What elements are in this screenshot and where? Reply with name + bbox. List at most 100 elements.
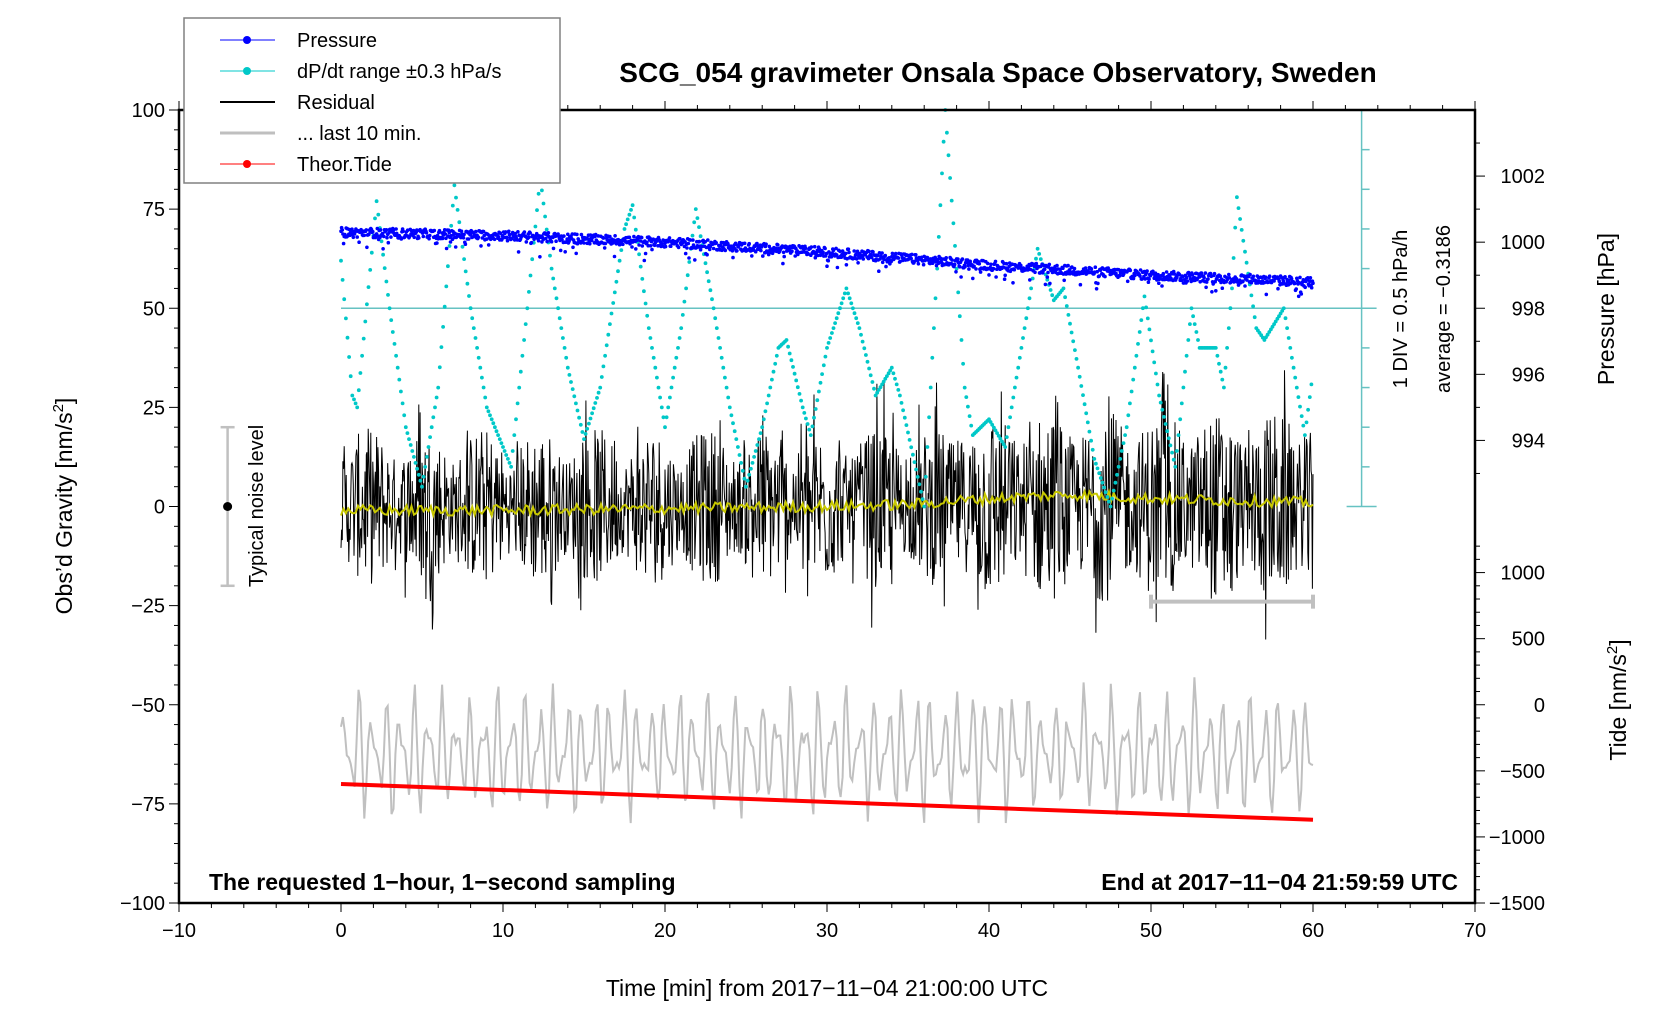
dpdt-point [1251, 304, 1255, 309]
dpdt-point [880, 382, 884, 387]
pressure-point [956, 257, 960, 261]
dpdt-point [608, 322, 612, 326]
dpdt-point [948, 176, 952, 180]
dpdt-point [870, 380, 875, 384]
dpdt-point [1022, 326, 1027, 330]
dpdt-point [802, 411, 807, 415]
dpdt-point [915, 475, 920, 479]
dpdt-point [1158, 400, 1163, 405]
dpdt-point [619, 248, 624, 253]
dpdt-point [1281, 306, 1286, 311]
pressure-point [516, 250, 521, 254]
dpdt-point [504, 453, 509, 457]
pressure-point [474, 229, 478, 234]
dpdt-point [509, 464, 513, 469]
dpdt-point [1132, 365, 1137, 370]
dpdt-point [1087, 429, 1092, 434]
average-annotation: average = −0.3186 [1433, 225, 1455, 393]
dpdt-point [407, 437, 411, 441]
pressure-point [603, 241, 608, 246]
pressure-point [651, 237, 656, 241]
legend-label: ... last 10 min. [297, 123, 422, 145]
pressure-point [912, 259, 917, 264]
pressure-point [437, 228, 442, 233]
dpdt-point [1235, 195, 1239, 200]
dpdt-point [1077, 374, 1082, 379]
pressure-point [639, 235, 644, 240]
dpdt-point [1296, 395, 1301, 399]
dpdt-point [339, 258, 343, 263]
dpdt-point [366, 285, 371, 289]
dpdt-point [361, 336, 366, 341]
pressure-point [914, 253, 918, 257]
pressure-point [463, 242, 468, 246]
pressure-point [761, 254, 765, 258]
dpdt-point [805, 422, 810, 426]
dpdt-point [727, 405, 732, 410]
pressure-point [809, 245, 814, 249]
dpdt-point [462, 257, 466, 261]
pressure-point [799, 250, 804, 254]
dpdt-point [1064, 304, 1069, 308]
pressure-point [447, 230, 452, 235]
dpdt-point [540, 188, 544, 193]
dpdt-point [499, 441, 504, 445]
pressure-point [1289, 277, 1294, 281]
pressure-point [916, 262, 921, 266]
dpdt-point [345, 335, 350, 340]
pressure-point [977, 261, 982, 266]
pressure-point [723, 248, 728, 253]
pressure-point [776, 243, 780, 247]
dpdt-point [567, 373, 572, 377]
pressure-point [867, 249, 871, 254]
dpdt-point [917, 482, 922, 487]
div-annotation: 1 DIV = 0.5 hPa/h [1390, 230, 1412, 388]
dpdt-point [967, 414, 972, 418]
pressure-point [963, 264, 967, 269]
dpdt-point [1001, 442, 1006, 447]
pressure-point [974, 267, 978, 271]
pressure-point [959, 275, 963, 279]
dpdt-point [501, 445, 505, 449]
dpdt-point [352, 397, 356, 402]
pressure-point [877, 269, 881, 274]
pressure-point [1199, 271, 1204, 275]
dpdt-point [588, 416, 593, 421]
dpdt-point [1008, 415, 1012, 420]
dpdt-point [1196, 338, 1200, 342]
pressure-point [971, 276, 975, 281]
pressure-point [516, 230, 520, 234]
dpdt-point [911, 452, 915, 457]
x-tick-label: 60 [1302, 920, 1324, 942]
dpdt-point [794, 378, 799, 383]
pressure-point [1045, 275, 1050, 279]
dpdt-point [750, 461, 755, 465]
pressure-point [371, 229, 375, 234]
dpdt-point [1137, 330, 1142, 334]
pressure-point [667, 236, 672, 240]
pressure-point [496, 235, 501, 239]
pressure-point [1179, 278, 1184, 283]
dpdt-point [697, 225, 701, 230]
dpdt-point [836, 311, 841, 316]
dpdt-point [591, 406, 596, 411]
pressure-point [637, 243, 641, 247]
dpdt-point [515, 401, 520, 406]
dpdt-point [896, 388, 901, 392]
dpdt-point [954, 266, 959, 271]
dpdt-point [473, 336, 478, 340]
dpdt-point [847, 296, 852, 301]
dpdt-point [729, 413, 734, 418]
dpdt-point [784, 338, 789, 342]
dpdt-point [376, 212, 381, 217]
dpdt-point [1063, 295, 1067, 300]
pressure-point [1190, 272, 1195, 277]
dpdt-point [1017, 355, 1022, 360]
dpdt-point [439, 345, 444, 349]
dpdt-point [672, 365, 677, 370]
dpdt-point [374, 199, 379, 204]
dpdt-point [1045, 277, 1050, 282]
pressure-point [869, 253, 873, 257]
dpdt-point [724, 385, 729, 390]
pressure-point [750, 254, 754, 258]
